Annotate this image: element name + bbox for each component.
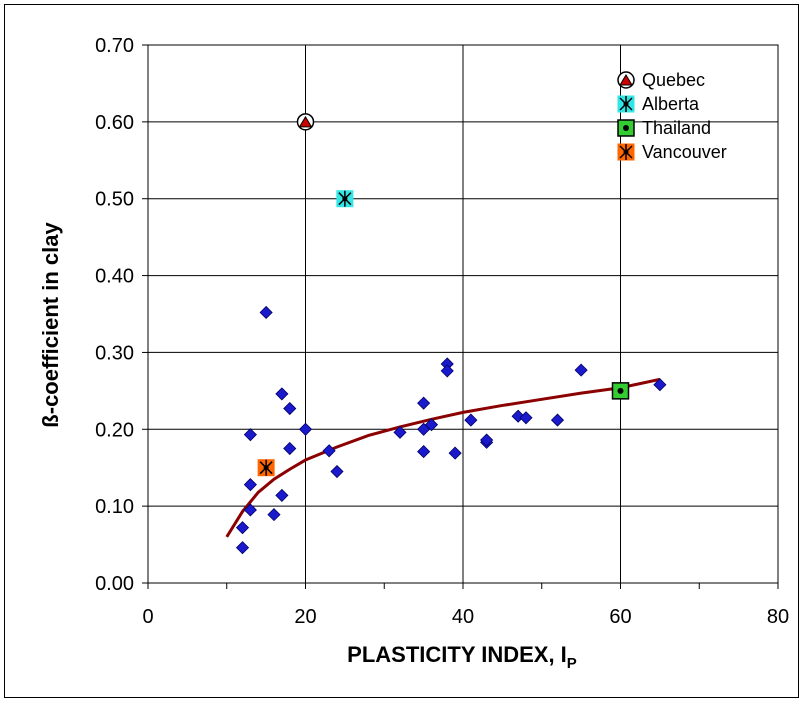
- y-tick-label: 0.40: [95, 266, 134, 288]
- diamond-marker: [449, 447, 461, 459]
- data-point: [418, 397, 430, 409]
- diamond-marker: [331, 466, 343, 478]
- data-point: [284, 403, 296, 415]
- dot-marker: [618, 388, 624, 394]
- x-tick-label: 40: [452, 606, 474, 628]
- point-vancouver: [258, 460, 274, 476]
- x-axis-label-subscript: P: [567, 655, 577, 672]
- diamond-marker: [284, 443, 296, 455]
- diamond-marker: [244, 429, 256, 441]
- x-tick-label: 60: [609, 606, 631, 628]
- legend-marker-vancouver: [618, 144, 634, 160]
- data-point: [260, 306, 272, 318]
- diamond-marker: [418, 397, 430, 409]
- diamond-marker: [323, 445, 335, 457]
- y-tick-label: 0.30: [95, 342, 134, 364]
- diamond-marker: [575, 364, 587, 376]
- y-tick-label: 0.60: [95, 112, 134, 134]
- x-axis-label-text: PLASTICITY INDEX, I: [347, 642, 567, 667]
- diamond-marker: [268, 509, 280, 521]
- data-point: [449, 447, 461, 459]
- data-point: [441, 365, 453, 377]
- y-tick-label: 0.00: [95, 573, 134, 595]
- diamond-marker: [237, 522, 249, 534]
- data-points: [237, 114, 666, 554]
- trend-line: [227, 379, 660, 537]
- legend-label-alberta: Alberta: [642, 94, 700, 114]
- data-point: [300, 423, 312, 435]
- star-center: [342, 196, 347, 201]
- diamond-marker: [465, 414, 477, 426]
- x-axis-label: PLASTICITY INDEX, IP: [347, 642, 577, 672]
- legend-marker-alberta: [618, 96, 634, 112]
- diamond-marker: [441, 365, 453, 377]
- x-tick-label: 0: [142, 606, 153, 628]
- data-point: [284, 443, 296, 455]
- diamond-marker: [418, 446, 430, 458]
- data-point: [276, 489, 288, 501]
- point-quebec: [298, 114, 314, 130]
- point-thailand: [613, 383, 629, 399]
- y-axis-label: ß-coefficient in clay: [38, 222, 63, 428]
- legend-marker-quebec: [618, 72, 634, 88]
- data-point: [237, 522, 249, 534]
- legend: Quebec Alberta Thailand Vancouver: [618, 70, 727, 162]
- legend-label-quebec: Quebec: [642, 70, 705, 90]
- data-point: [268, 509, 280, 521]
- legend-label-vancouver: Vancouver: [642, 142, 727, 162]
- diamond-marker: [276, 489, 288, 501]
- y-tick-label: 0.20: [95, 419, 134, 441]
- legend-label-thailand: Thailand: [642, 118, 711, 138]
- dot-marker: [623, 125, 629, 131]
- diamond-marker: [300, 423, 312, 435]
- diamond-marker: [260, 306, 272, 318]
- diamond-marker: [284, 403, 296, 415]
- data-point: [276, 388, 288, 400]
- legend-marker-thailand: [618, 120, 634, 136]
- data-point: [465, 414, 477, 426]
- data-point: [552, 414, 564, 426]
- data-point: [331, 466, 343, 478]
- star-center: [624, 102, 629, 107]
- star-center: [264, 465, 269, 470]
- data-point: [237, 542, 249, 554]
- diamond-marker: [276, 388, 288, 400]
- x-tick-label: 20: [294, 606, 316, 628]
- data-point: [323, 445, 335, 457]
- y-tick-label: 0.10: [95, 496, 134, 518]
- y-tick-label: 0.70: [95, 35, 134, 57]
- data-point: [575, 364, 587, 376]
- data-point: [244, 429, 256, 441]
- diamond-marker: [244, 479, 256, 491]
- data-point: [244, 479, 256, 491]
- diamond-marker: [237, 542, 249, 554]
- x-tick-label: 80: [767, 606, 789, 628]
- data-point: [418, 446, 430, 458]
- point-alberta: [337, 191, 353, 207]
- y-tick-label: 0.50: [95, 189, 134, 211]
- diamond-marker: [552, 414, 564, 426]
- star-center: [624, 150, 629, 155]
